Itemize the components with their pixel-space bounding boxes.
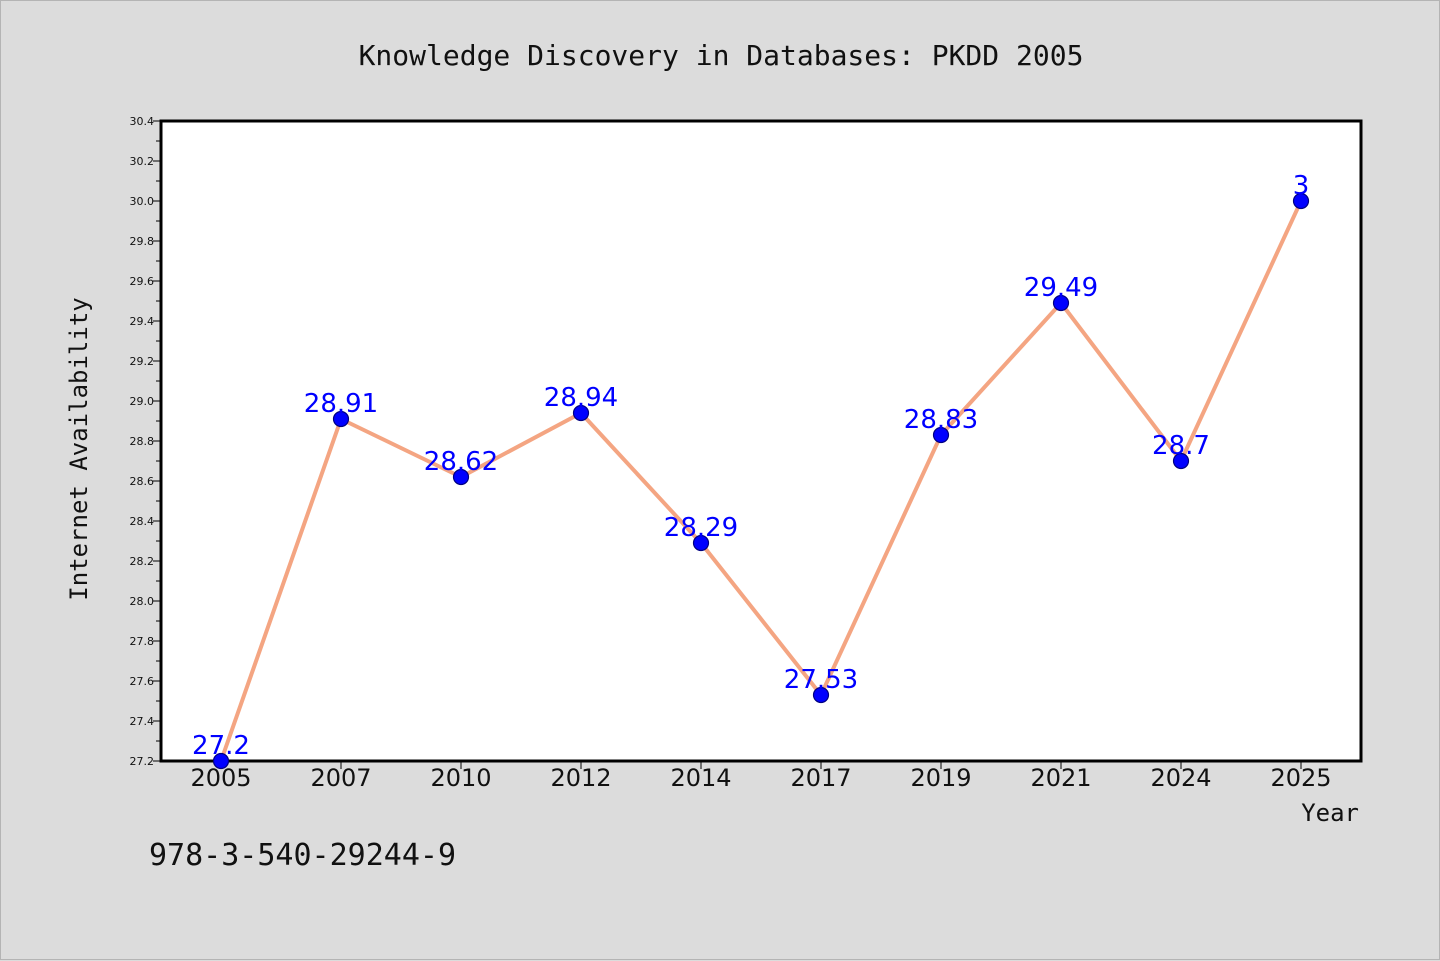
data-label: 28.83	[904, 405, 978, 435]
y-tick-label: 29.6	[130, 275, 155, 288]
data-label: 28.29	[664, 513, 738, 543]
y-tick-label: 27.4	[130, 715, 155, 728]
data-point	[1052, 294, 1070, 312]
x-tick-label: 2024	[1150, 764, 1211, 792]
data-label: 28.94	[544, 383, 618, 413]
y-axis-label: Internet Availability	[65, 297, 93, 600]
data-label: 28.91	[304, 389, 378, 419]
y-tick-label: 28.2	[130, 555, 155, 568]
x-tick-label: 2014	[670, 764, 731, 792]
y-tick-label: 30.2	[130, 155, 155, 168]
data-point	[332, 410, 350, 428]
data-point	[1292, 192, 1310, 210]
y-tick-label: 28.8	[130, 435, 155, 448]
x-tick-label: 2017	[790, 764, 851, 792]
data-point	[812, 686, 830, 704]
data-label: 29.49	[1024, 273, 1098, 303]
data-point	[212, 752, 230, 770]
data-label: 27.2	[192, 731, 250, 761]
data-label: 3	[1293, 171, 1310, 201]
data-label-layer: 27.2 28.91 28.62 28.94 28.29 27.53 28.83 29.49 2…	[192, 171, 1309, 761]
y-tick-label: 28.4	[130, 515, 155, 528]
chart-title: Knowledge Discovery in Databases: PKDD 2…	[359, 39, 1084, 72]
y-tick-label: 28.0	[130, 595, 155, 608]
x-tick-label: 2021	[1030, 764, 1091, 792]
data-point	[932, 426, 950, 444]
data-point	[1172, 452, 1190, 470]
y-tick-label: 29.8	[130, 235, 155, 248]
x-tick-label: 2025	[1270, 764, 1331, 792]
x-tick-label: 2012	[550, 764, 611, 792]
y-axis: 27.2 27.4 27.6 27.8 28.0 28.2 28.4 28.6 28.8 29.0…	[130, 115, 161, 768]
series-line	[219, 200, 1303, 762]
y-tick-label: 30.4	[130, 115, 155, 128]
series-layer	[212, 192, 1310, 770]
data-label: 28.7	[1152, 431, 1210, 461]
y-tick-label: 27.2	[130, 755, 155, 768]
y-tick-label: 27.8	[130, 635, 155, 648]
y-tick-label: 29.0	[130, 395, 155, 408]
plot-area	[159, 119, 1363, 763]
y-tick-label: 29.2	[130, 355, 155, 368]
y-tick-label: 30.0	[130, 195, 155, 208]
x-tick-label: 2010	[430, 764, 491, 792]
x-axis: 2005 2007 2010 2012 2014 2017 2019 2021 2024 2025	[190, 761, 1332, 792]
data-point	[572, 404, 590, 422]
x-axis-label: Year	[1301, 799, 1359, 827]
data-label: 28.62	[424, 447, 498, 477]
y-tick-label: 29.4	[130, 315, 155, 328]
data-label: 27.53	[784, 665, 858, 695]
data-point	[692, 534, 710, 552]
x-tick-label: 2019	[910, 764, 971, 792]
footnote-isbn: 978-3-540-29244-9	[149, 838, 456, 873]
data-point	[452, 468, 470, 486]
y-tick-label: 27.6	[130, 675, 155, 688]
x-tick-label: 2007	[310, 764, 371, 792]
y-tick-label: 28.6	[130, 475, 155, 488]
